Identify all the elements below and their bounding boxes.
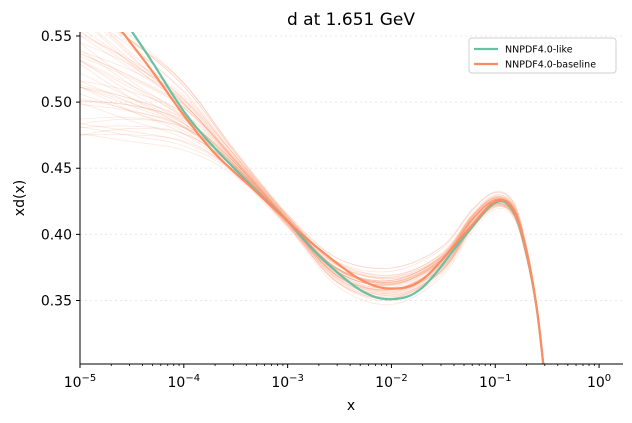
y-tick-label: 0.55: [41, 29, 72, 45]
replica-curve: [80, 48, 544, 364]
replica-curve: [80, 35, 544, 364]
replica-curve: [80, 102, 544, 364]
replica-curve: [80, 100, 544, 364]
y-tick-label: 0.50: [41, 95, 72, 111]
x-axis-label: x: [347, 398, 355, 414]
series-line: [130, 32, 545, 364]
x-tick-label: 10−1: [479, 373, 512, 391]
replica-curve: [86, 32, 544, 364]
replica-curve: [80, 34, 544, 364]
series-curves: [120, 32, 545, 364]
replica-curve: [80, 42, 544, 364]
grid: [80, 35, 623, 302]
x-tick-label: 10−2: [375, 373, 408, 391]
legend: NNPDF4.0-like NNPDF4.0-baseline: [468, 37, 617, 74]
replica-curve: [80, 42, 544, 364]
replica-curve: [80, 133, 544, 364]
replica-curve: [118, 32, 544, 364]
x-tick-label: 10−3: [271, 373, 304, 391]
y-tick-label: 0.45: [41, 161, 72, 177]
replica-curve: [80, 100, 544, 364]
replica-curve: [80, 32, 544, 364]
replica-curve: [80, 50, 544, 364]
replica-curve: [80, 32, 544, 364]
x-ticks: 10−5 10−4 10−3 10−2 10−1 100: [64, 364, 611, 391]
legend-label: NNPDF4.0-baseline: [505, 60, 596, 71]
replica-curve: [80, 116, 544, 364]
y-ticks: 0.35 0.40 0.45 0.50 0.55: [41, 29, 80, 310]
legend-box: [468, 37, 617, 74]
y-tick-label: 0.40: [41, 227, 72, 243]
replica-curve: [80, 53, 544, 364]
chart-title: d at 1.651 GeV: [287, 10, 415, 30]
x-tick-label: 10−5: [64, 373, 97, 391]
legend-label: NNPDF4.0-like: [505, 45, 573, 56]
y-tick-label: 0.35: [41, 294, 72, 310]
series-line: [120, 32, 545, 364]
x-tick-label: 100: [587, 373, 611, 391]
y-axis-label: xd(x): [12, 180, 28, 216]
replica-curve: [117, 32, 544, 364]
x-tick-label: 10−4: [168, 373, 201, 391]
